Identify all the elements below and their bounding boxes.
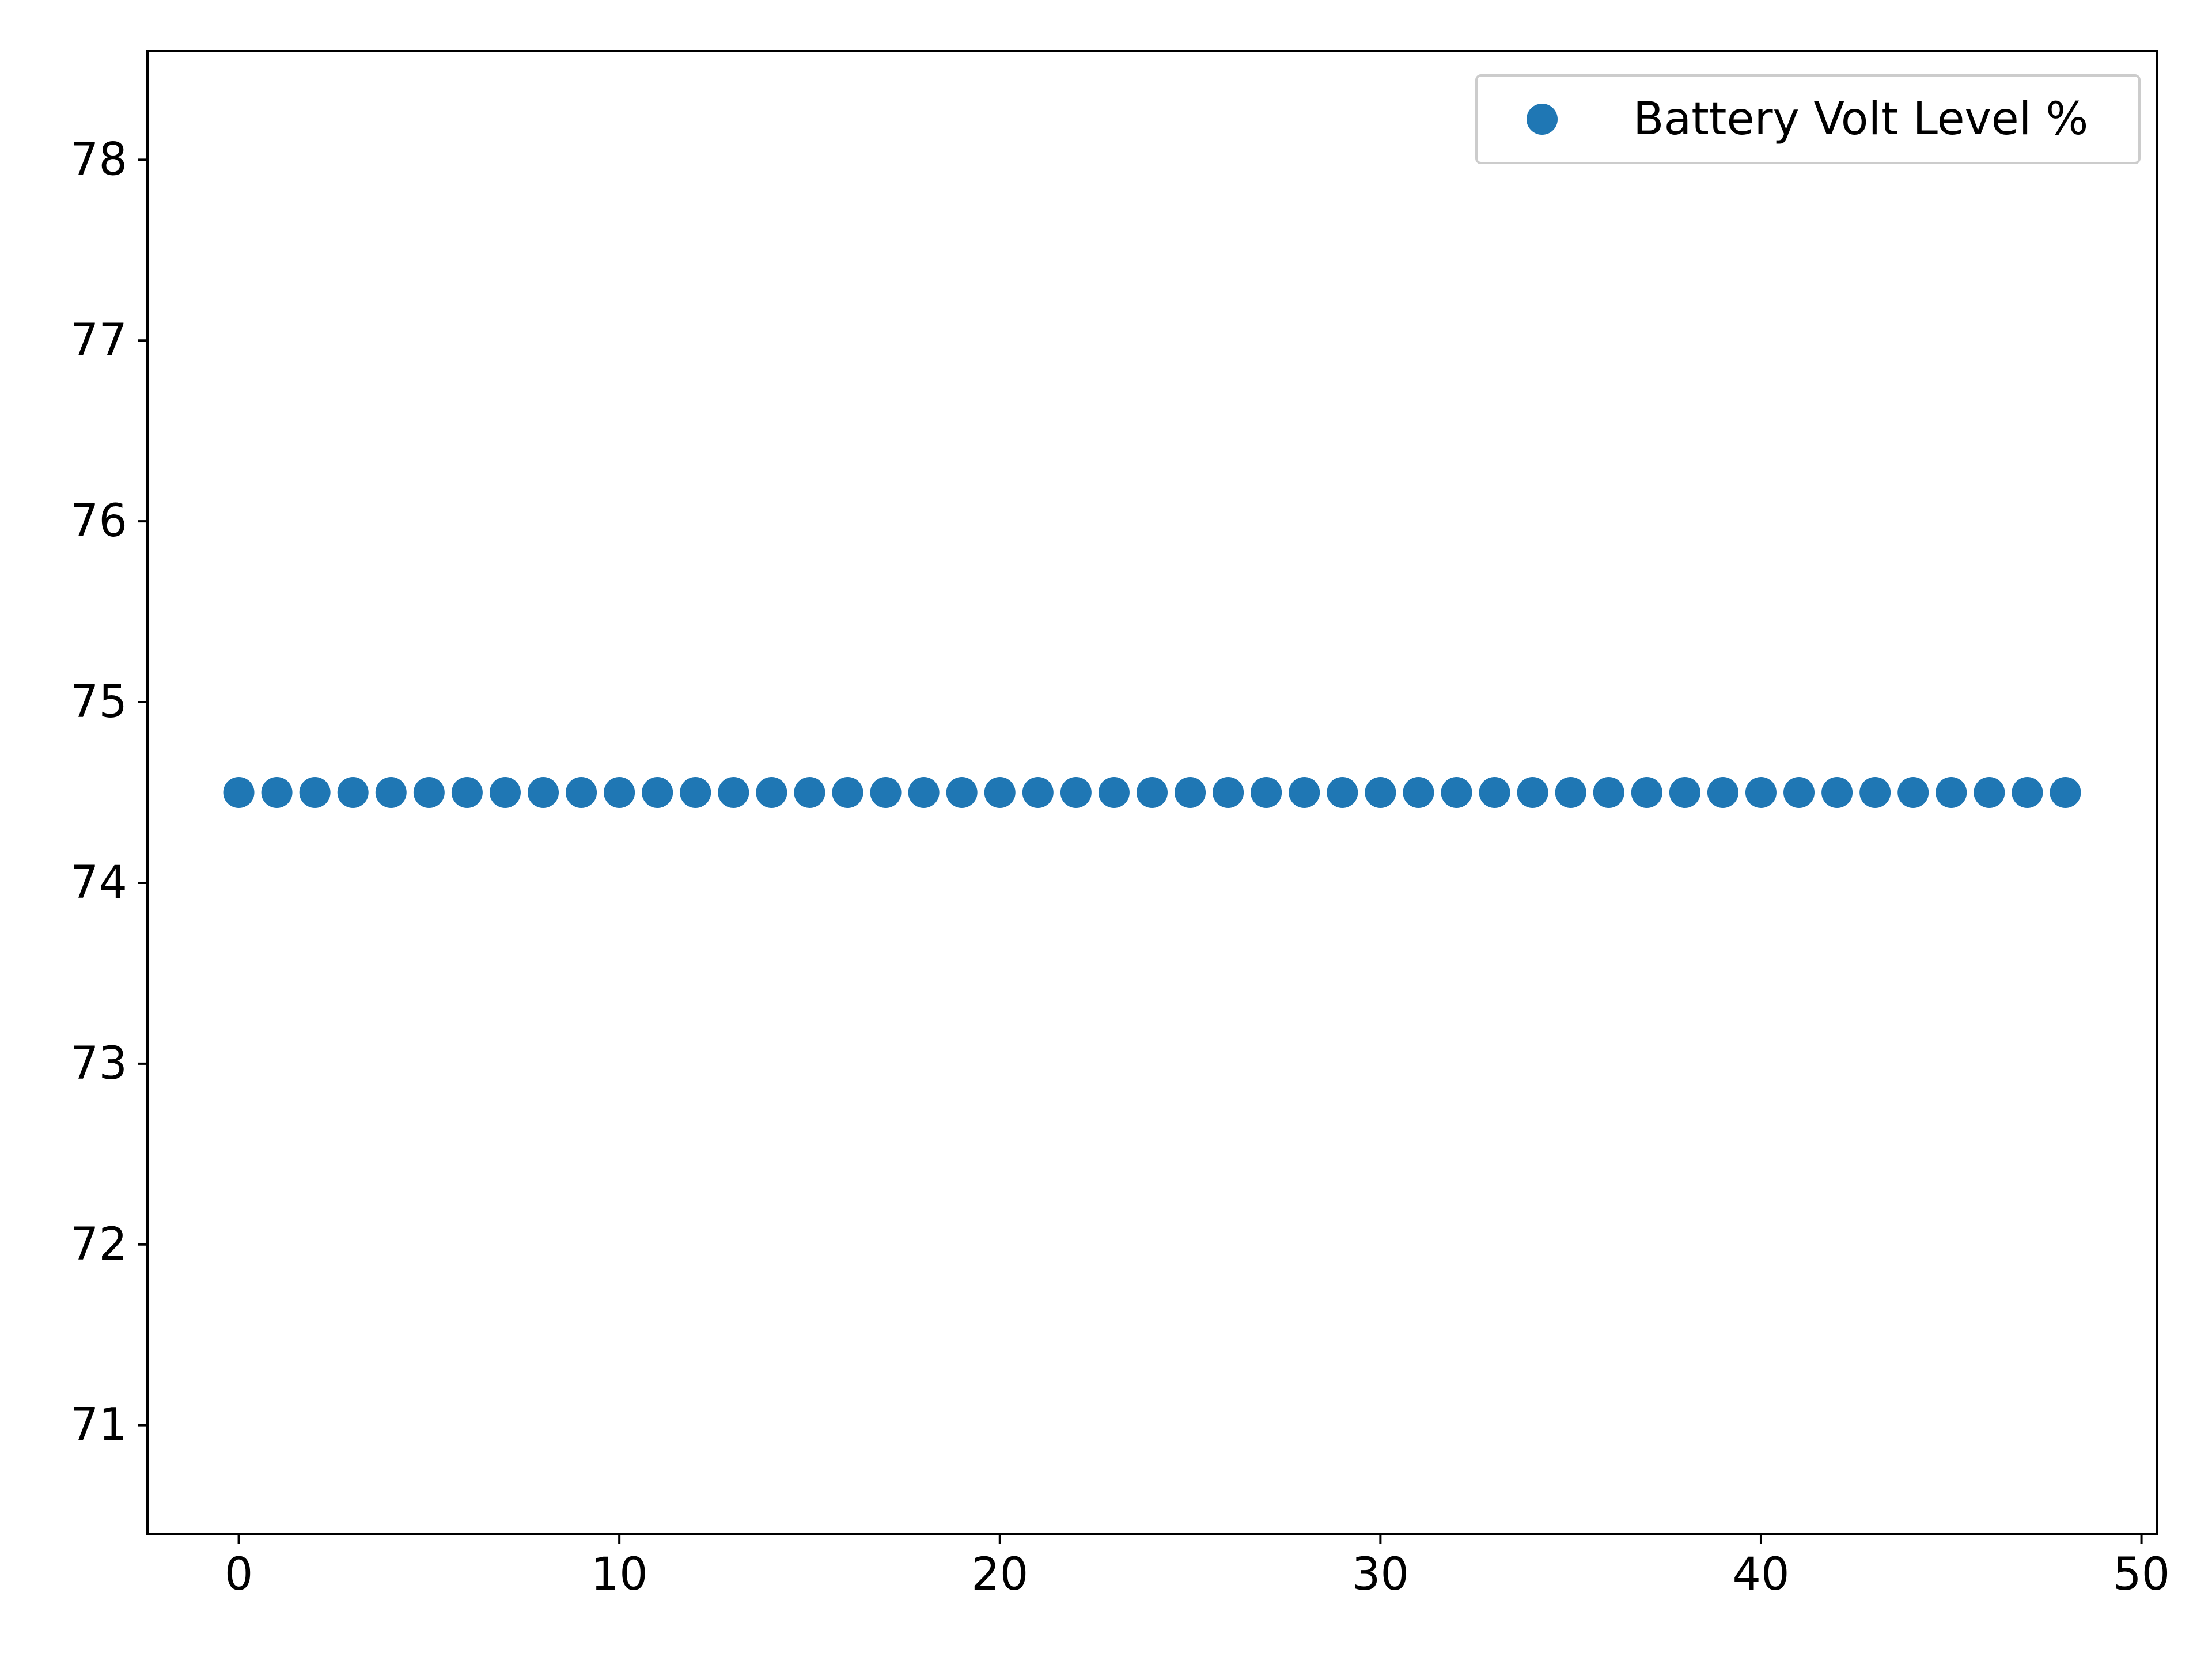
data-point	[223, 777, 255, 808]
data-points	[223, 777, 2081, 808]
data-point	[1213, 777, 1244, 808]
data-point	[1631, 777, 1662, 808]
y-tick-label: 78	[70, 134, 127, 185]
data-point	[299, 777, 331, 808]
data-point	[1936, 777, 1967, 808]
data-point	[1022, 777, 1054, 808]
x-tick-label: 50	[2113, 1549, 2170, 1601]
data-point	[528, 777, 559, 808]
data-point	[1327, 777, 1358, 808]
data-point	[1289, 777, 1320, 808]
data-point	[1974, 777, 2005, 808]
data-point	[870, 777, 902, 808]
data-point	[1593, 777, 1624, 808]
y-tick-label: 73	[70, 1038, 127, 1090]
data-point	[413, 777, 445, 808]
data-point	[756, 777, 787, 808]
data-point	[337, 777, 369, 808]
data-point	[261, 777, 293, 808]
data-point	[1365, 777, 1396, 808]
data-point	[1555, 777, 1586, 808]
data-point	[832, 777, 863, 808]
y-tick-label: 72	[70, 1219, 127, 1271]
x-tick-label: 10	[591, 1549, 648, 1601]
y-tick-label: 77	[70, 314, 127, 366]
data-point	[1745, 777, 1777, 808]
data-point	[1859, 777, 1891, 808]
data-point	[908, 777, 940, 808]
plot-area-frame	[146, 50, 2158, 1535]
data-point	[946, 777, 978, 808]
data-point	[718, 777, 749, 808]
data-point	[1137, 777, 1168, 808]
data-point	[489, 777, 521, 808]
data-point	[1251, 777, 1282, 808]
legend-box	[1475, 74, 2141, 164]
axis-ticks: 0 10 20 30 40 50 71 72 73 74 75 76 77 78	[70, 134, 2170, 1601]
legend-marker	[1527, 104, 1558, 135]
y-tick-label: 71	[70, 1400, 127, 1451]
y-tick-label: 74	[70, 857, 127, 909]
data-point	[1897, 777, 1929, 808]
data-point	[984, 777, 1016, 808]
data-point	[1441, 777, 1472, 808]
x-tick-label: 40	[1732, 1549, 1789, 1601]
data-point	[1175, 777, 1206, 808]
data-point	[1707, 777, 1738, 808]
data-point	[1821, 777, 1853, 808]
data-point	[1060, 777, 1092, 808]
x-tick-label: 20	[971, 1549, 1028, 1601]
legend-label: Battery Volt Level %	[1633, 93, 2088, 145]
legend: Battery Volt Level %	[1475, 74, 2141, 164]
data-point	[451, 777, 483, 808]
data-point	[794, 777, 825, 808]
y-tick-label: 76	[70, 495, 127, 547]
x-tick-label: 30	[1352, 1549, 1409, 1601]
data-point	[1517, 777, 1548, 808]
data-point	[2050, 777, 2081, 808]
data-point	[604, 777, 635, 808]
y-tick-label: 75	[70, 676, 127, 728]
data-point	[1783, 777, 1815, 808]
data-point	[1098, 777, 1130, 808]
x-tick-label: 0	[225, 1549, 253, 1601]
data-point	[642, 777, 673, 808]
data-point	[1669, 777, 1700, 808]
data-point	[375, 777, 407, 808]
data-point	[680, 777, 711, 808]
data-point	[1403, 777, 1434, 808]
data-point	[1479, 777, 1510, 808]
data-point	[566, 777, 597, 808]
data-point	[2012, 777, 2043, 808]
